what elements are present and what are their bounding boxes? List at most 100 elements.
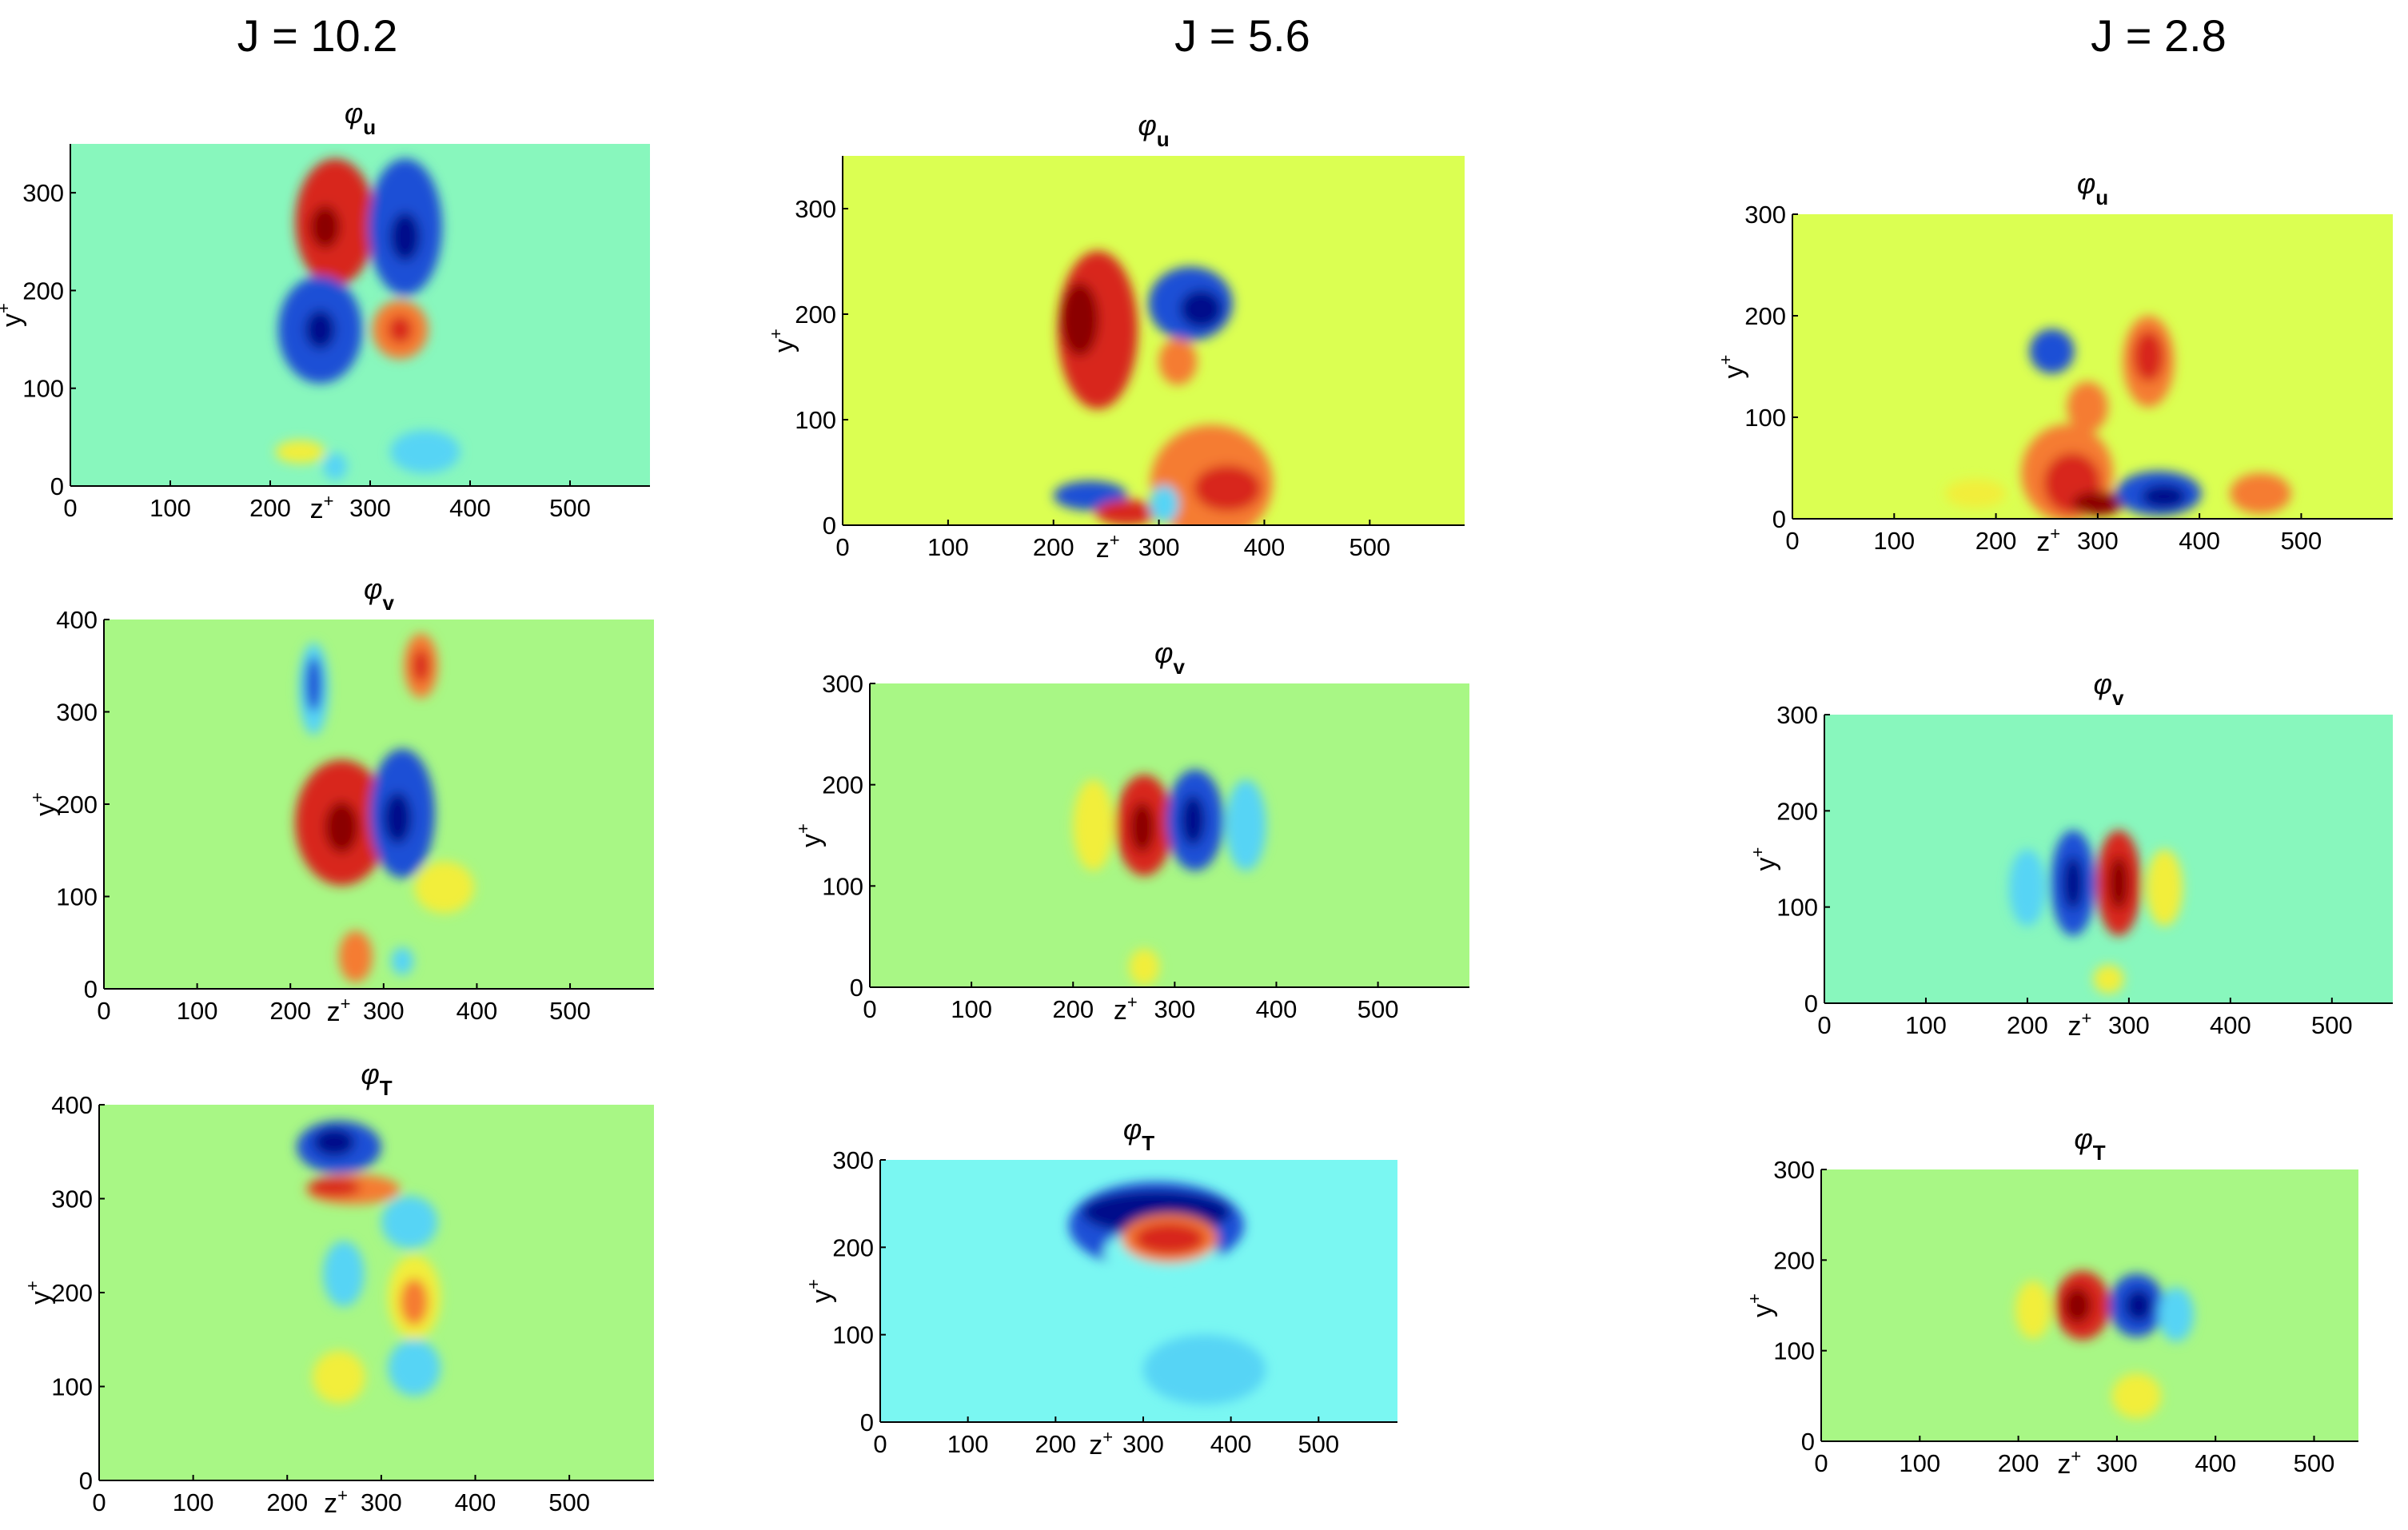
panel-title: φT [1123,1113,1154,1155]
x-tick-label: 500 [549,494,591,522]
contour-blob [275,440,325,464]
y-tick-label: 300 [1744,201,1786,229]
x-tick-label: 100 [951,995,992,1023]
y-tick-label: 100 [56,883,98,911]
x-tick-label: 100 [947,1430,989,1458]
heatmap-panel: 0 100 200 300 400 500 0 100 200 300 400 z+ y+ φT [22,1058,654,1519]
y-axis-label: y+ [803,1279,837,1303]
y-tick-label: 300 [1773,1156,1815,1184]
contour-blob [1130,802,1154,853]
contour-blob [2093,964,2124,994]
y-tick-label: 0 [50,472,64,500]
x-tick-label: 100 [1899,1449,1940,1477]
contour-blob [2029,329,2075,374]
y-tick-label: 0 [1772,505,1786,533]
x-tick-label: 300 [2096,1449,2138,1477]
x-tick-label: 100 [173,1488,214,1516]
x-axis-label: z+ [1096,530,1120,564]
x-tick-label: 300 [1154,995,1195,1023]
y-tick-label: 400 [56,606,98,634]
y-tick-label: 200 [822,771,863,799]
panel-title: φv [2094,667,2124,710]
contour-blob [305,309,336,349]
panel-title: φv [364,572,394,615]
x-tick-label: 500 [2311,1011,2353,1039]
y-tick-label: 100 [832,1321,874,1349]
contour-blob [1142,1334,1266,1405]
x-tick-label: 200 [1998,1449,2039,1477]
y-tick-label: 100 [1744,404,1786,432]
x-tick-label: 100 [927,533,969,561]
x-axis-label: z+ [2057,1446,2081,1480]
x-tick-label: 400 [455,1488,496,1516]
x-axis-label: z+ [327,994,351,1027]
heatmap-panel: 0 100 200 300 400 500 0 100 200 300 z+ y+ φv [793,636,1469,1026]
x-axis-label: z+ [2036,524,2060,557]
y-tick-label: 300 [56,699,98,727]
x-tick-label: 400 [1210,1430,1252,1458]
y-tick-label: 200 [56,791,98,819]
x-tick-label: 400 [2210,1011,2251,1039]
contour-blob [1179,289,1222,329]
contour-blob [325,801,359,854]
heatmap-panel: 0 100 200 300 400 500 0 100 200 300 z+ y+ φu [1716,167,2393,557]
contour-blob [338,930,373,982]
x-tick-label: 0 [1785,527,1799,555]
y-tick-label: 200 [795,301,836,329]
y-axis-label: y+ [1716,355,1749,379]
x-tick-label: 0 [63,494,77,522]
x-tick-label: 0 [92,1488,106,1516]
column-title: J = 10.2 [237,10,398,61]
x-axis-label: z+ [2067,1008,2091,1042]
x-tick-label: 100 [150,494,191,522]
contour-blob [400,1278,429,1326]
contour-blob [1158,338,1198,385]
y-tick-label: 100 [1776,894,1818,922]
x-tick-label: 200 [249,494,291,522]
x-tick-label: 0 [863,995,876,1023]
contour-blob [2141,484,2187,509]
x-tick-label: 200 [2007,1011,2048,1039]
contour-blob [1134,1222,1205,1255]
x-tick-label: 500 [548,1488,590,1516]
contour-blob [391,947,414,975]
y-axis-label: y+ [793,823,827,847]
x-tick-label: 300 [361,1488,402,1516]
y-tick-label: 100 [51,1373,93,1401]
x-tick-label: 100 [1905,1011,1947,1039]
contour-blob [1180,795,1206,846]
y-axis-label: y+ [1748,847,1781,871]
contour-blob [2108,855,2129,910]
contour-blob [1225,779,1266,871]
contour-blob [1149,484,1179,524]
x-tick-label: 500 [549,997,591,1025]
contour-blob [414,861,474,914]
y-tick-label: 400 [51,1091,93,1119]
x-axis-label: z+ [1089,1427,1113,1460]
heatmap-panel: 0 100 200 300 400 500 0 100 200 300 z+ y+ φv [1748,667,2393,1042]
x-tick-label: 400 [456,997,498,1025]
y-tick-label: 300 [1776,701,1818,729]
panel-title: φu [2077,167,2108,209]
y-tick-label: 100 [22,375,64,403]
panel-title: φu [345,97,376,139]
y-tick-label: 0 [1804,990,1818,1018]
y-tick-label: 0 [84,975,98,1003]
x-tick-label: 400 [2179,527,2220,555]
contour-blob [2067,381,2108,433]
contour-blob [2133,331,2164,382]
x-tick-label: 200 [269,997,311,1025]
contour-blob [1060,282,1099,357]
x-tick-label: 0 [97,997,110,1025]
contour-blob [412,648,429,683]
y-tick-label: 200 [1773,1246,1815,1274]
y-tick-label: 100 [1773,1337,1815,1365]
x-tick-label: 400 [1256,995,1298,1023]
heatmap-background [843,156,1465,525]
x-tick-label: 200 [1052,995,1094,1023]
y-tick-label: 300 [822,670,863,698]
contour-blob [390,212,421,261]
y-tick-label: 200 [51,1279,93,1307]
contour-blob [2230,472,2291,514]
x-tick-label: 100 [1873,527,1915,555]
